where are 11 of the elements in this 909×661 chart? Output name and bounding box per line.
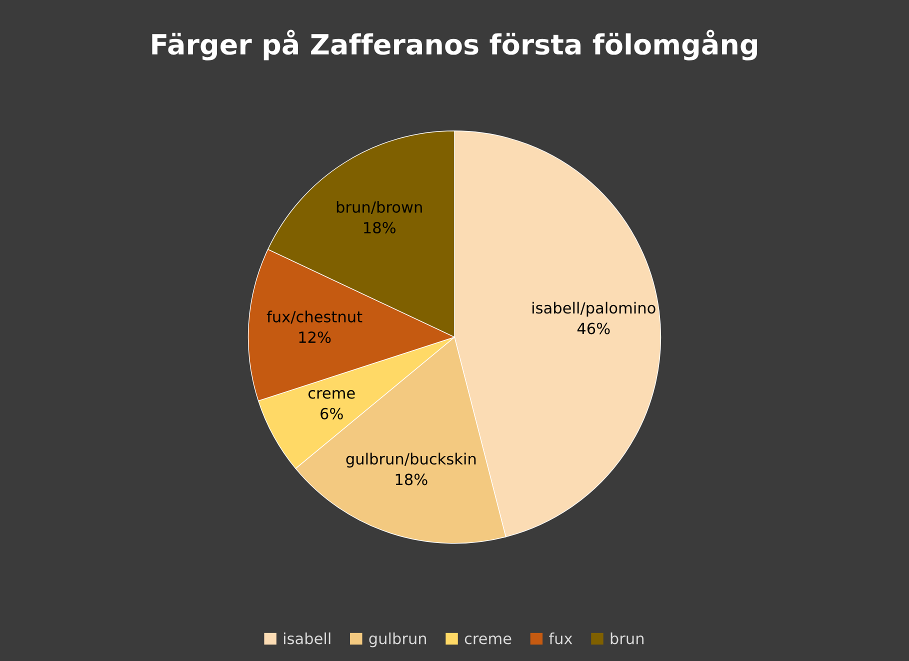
legend-label: isabell <box>284 632 330 644</box>
legend-label: brun <box>610 632 644 644</box>
data-label: gulbrun/buckskin 18% <box>346 452 476 486</box>
data-label: creme 6% <box>308 390 355 420</box>
chart-title: Färger på Zafferanos första fölomgång <box>152 30 758 60</box>
legend-label: gulbrun <box>369 632 426 648</box>
data-label: isabell/palomino 46% <box>532 302 656 334</box>
data-label: fux/chestnut 12% <box>266 310 362 344</box>
legend-label: fux <box>549 632 572 644</box>
data-label: brun/brown 18% <box>336 201 422 234</box>
legend-label: creme <box>464 636 512 644</box>
